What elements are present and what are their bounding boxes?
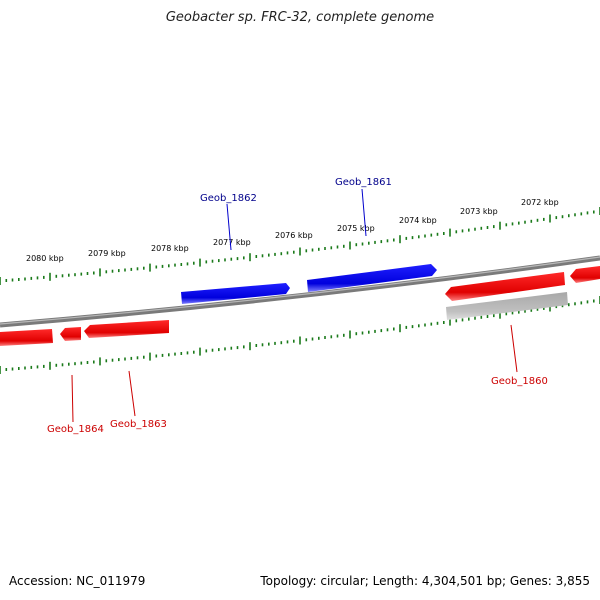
leader-line — [71, 374, 74, 423]
kbp-label: 2078 kbp — [151, 244, 189, 253]
gene-arrow-forward[interactable] — [307, 264, 437, 292]
gene-label[interactable]: Geob_1863 — [110, 419, 167, 430]
scale-labels: 2080 kbp 2079 kbp 2078 kbp 2077 kbp 2076… — [26, 198, 559, 263]
scale-track-top — [0, 207, 600, 285]
scale-track-bottom — [0, 296, 600, 374]
gene-label[interactable]: Geob_1861 — [335, 177, 392, 188]
kbp-label: 2077 kbp — [213, 238, 251, 247]
kbp-label: 2079 kbp — [88, 249, 126, 258]
leader-line — [510, 324, 518, 373]
leader-line — [361, 188, 367, 237]
gene-label[interactable]: Geob_1864 — [47, 424, 104, 435]
kbp-label: 2074 kbp — [399, 216, 437, 225]
genome-backbone — [0, 255, 600, 328]
page-title: Geobacter sp. FRC-32, complete genome — [165, 10, 435, 25]
leader-line — [128, 370, 136, 417]
kbp-label: 2072 kbp — [521, 198, 559, 207]
accession-label: Accession: NC_011979 — [9, 574, 146, 588]
gene-label[interactable]: Geob_1860 — [491, 376, 548, 387]
genome-backbone-highlight — [0, 256, 600, 325]
gene-arrow-reverse[interactable] — [84, 320, 169, 338]
kbp-label: 2075 kbp — [337, 224, 375, 233]
gene-arrow-reverse[interactable] — [445, 272, 565, 301]
leader-line — [226, 203, 232, 251]
gene-arrow-reverse[interactable] — [570, 266, 600, 283]
kbp-label: 2076 kbp — [275, 231, 313, 240]
kbp-label: 2073 kbp — [460, 207, 498, 216]
gene-label[interactable]: Geob_1862 — [200, 193, 257, 204]
gene-block-pseudo[interactable] — [446, 292, 568, 320]
genome-summary: Topology: circular; Length: 4,304,501 bp… — [260, 574, 590, 588]
gene-arrow-reverse[interactable] — [0, 329, 53, 346]
kbp-label: 2080 kbp — [26, 254, 64, 263]
gene-arrow-reverse[interactable] — [60, 327, 81, 341]
gene-arrow-forward[interactable] — [181, 283, 290, 304]
